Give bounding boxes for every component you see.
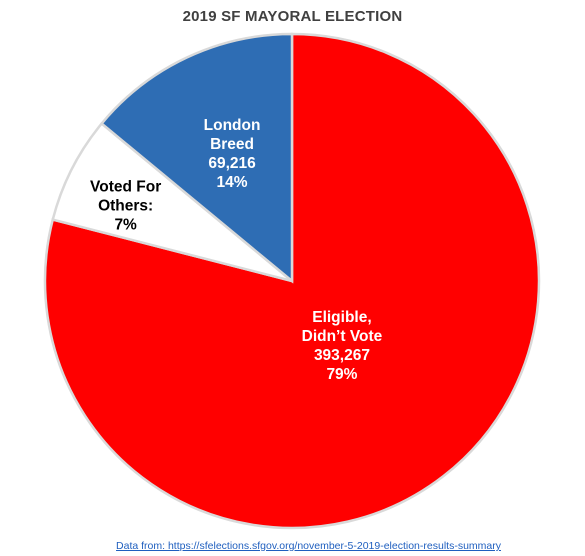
slice-label-line: Voted For: [90, 178, 161, 195]
pie-slice-eligible: [43, 32, 541, 530]
slice-label-others: Voted For Others: 7%: [90, 178, 161, 233]
slice-label-eligible: Eligible, Didn’t Vote 393,267 79%: [302, 309, 383, 383]
slice-label-breed: London Breed 69,216 14%: [204, 117, 261, 191]
pie-slice-others: [51, 121, 293, 283]
slice-label-line: 69,216: [208, 155, 256, 172]
slice-label-line: Breed: [210, 136, 254, 153]
pie-slice-breed: [99, 32, 294, 284]
data-source-link[interactable]: Data from: https://sfelections.sfgov.org…: [116, 540, 501, 552]
slice-label-line: 79%: [326, 366, 357, 383]
slice-label-line: Eligible,: [312, 309, 371, 326]
slice-label-line: 393,267: [314, 347, 370, 364]
slice-label-line: 7%: [114, 216, 137, 233]
chart-title: 2019 SF MAYORAL ELECTION: [182, 8, 403, 25]
slice-label-line: 14%: [217, 174, 248, 191]
slice-label-line: Didn’t Vote: [302, 328, 383, 345]
slice-label-line: Others:: [98, 197, 153, 214]
slice-label-line: London: [204, 117, 261, 134]
